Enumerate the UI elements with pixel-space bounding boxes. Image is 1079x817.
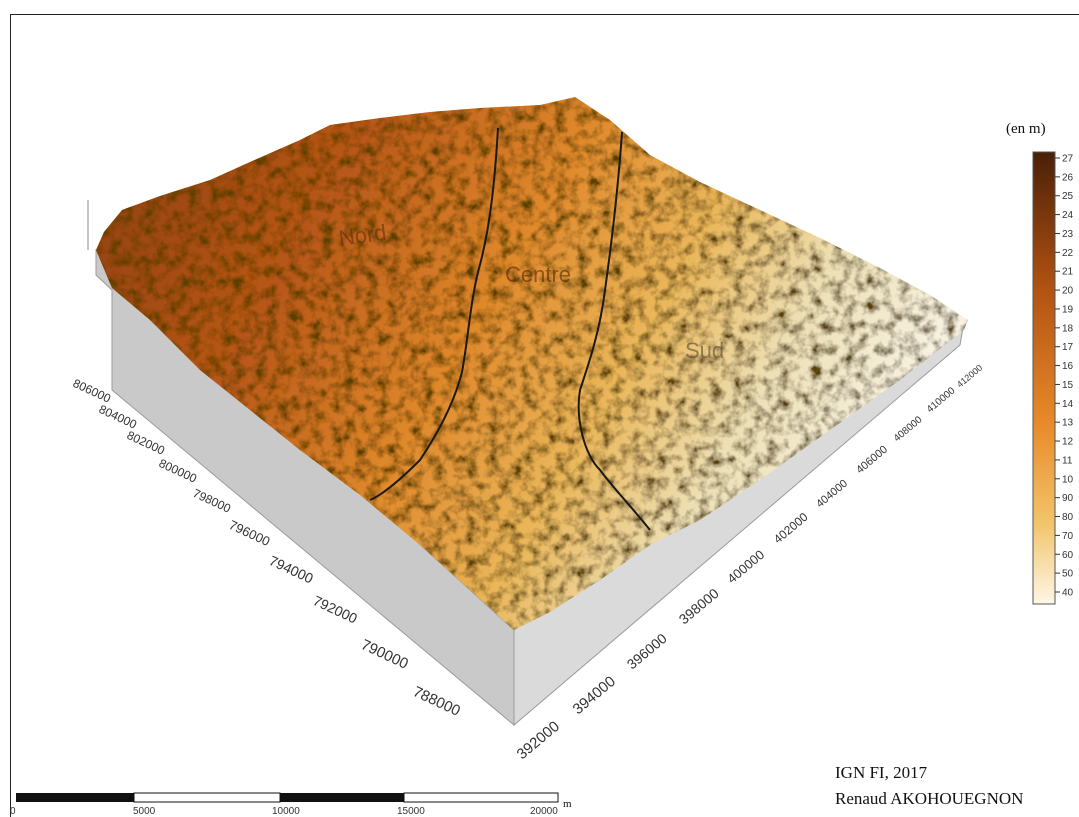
map-frame (10, 14, 1079, 817)
y-axis-label: 800000 (157, 456, 200, 486)
zone-label-centre: Centre (505, 262, 571, 287)
legend-tick-label: 23 (1062, 229, 1074, 240)
legend-tick-label: 21 (1062, 267, 1074, 278)
scale-label: 20000 (530, 806, 558, 817)
y-axis-label: 802000 (125, 428, 168, 458)
legend-tick-label: 26 (1062, 172, 1074, 183)
scale-label: 5000 (133, 806, 156, 817)
legend-tick-label: 16 (1062, 361, 1074, 372)
terrain-surface (96, 97, 968, 630)
scale-bar: 0 5000 10000 15000 20000 (10, 792, 559, 817)
legend-tick-label: 80 (1062, 512, 1074, 523)
scale-label: 15000 (397, 806, 425, 817)
x-axis-label: 396000 (624, 630, 670, 672)
legend-tick-label: 22 (1062, 248, 1074, 259)
x-axis-label: 398000 (676, 585, 722, 627)
legend-tick-label: 40 (1062, 588, 1074, 599)
x-axis-label: 402000 (771, 510, 811, 547)
legend-tick-label: 24 (1062, 210, 1074, 221)
scale-label: 0 (10, 806, 16, 817)
legend-tick-label: 12 (1062, 437, 1074, 448)
legend-tick-label: 15 (1062, 380, 1074, 391)
legend-tick-label: 18 (1062, 323, 1074, 334)
legend-tick-label: 50 (1062, 569, 1074, 580)
x-axis-label: 392000 (514, 718, 563, 763)
legend-tick-label: 20 (1062, 286, 1074, 297)
zone-boundary-line (369, 127, 499, 501)
legend-tick-label: 19 (1062, 304, 1074, 315)
y-axis-label: 788000 (410, 683, 463, 720)
legend-tick-label: 27 (1062, 154, 1074, 165)
y-axis-label: 794000 (267, 552, 316, 586)
legend-tick-label: 10 (1062, 474, 1074, 485)
credit-source: IGN FI, 2017 (835, 763, 928, 782)
scale-label: 10000 (272, 806, 300, 817)
legend-tick-label: 90 (1062, 493, 1074, 504)
legend-tick-label: 17 (1062, 342, 1074, 353)
y-axis-label: 806000 (71, 376, 114, 406)
legend-tick-label: 70 (1062, 531, 1074, 542)
legend-title: (en m) (1006, 121, 1046, 137)
legend-tick-label: 11 (1062, 455, 1073, 466)
y-axis-label: 796000 (227, 517, 273, 549)
scale-unit: m (563, 798, 572, 810)
legend-color-ramp (1032, 151, 1056, 605)
legend-tick-label: 14 (1062, 399, 1074, 410)
y-axis-label: 792000 (311, 592, 360, 626)
x-axis-label: 408000 (892, 414, 925, 444)
x-axis-label: 400000 (724, 547, 767, 586)
zone-boundary-line (577, 131, 651, 531)
x-axis-label: 404000 (814, 478, 850, 511)
legend-tick-label: 13 (1062, 418, 1074, 429)
credit-author: Renaud AKOHOUEGNON (835, 789, 1024, 808)
zone-label-sud: Sud (685, 338, 724, 363)
legend-tick-label: 25 (1062, 191, 1074, 202)
x-axis-label: 406000 (854, 444, 890, 477)
legend-ticks: 27 26 25 24 23 22 21 20 19 18 17 16 15 14 13 12 11 10 90 80… (1055, 154, 1074, 599)
x-axis-label: 412000 (955, 363, 984, 390)
x-axis-label: 410000 (925, 385, 958, 415)
legend-tick-label: 60 (1062, 550, 1074, 561)
x-axis-label: 394000 (570, 673, 619, 718)
y-axis-label: 798000 (191, 486, 234, 516)
y-axis-label: 790000 (358, 636, 411, 673)
